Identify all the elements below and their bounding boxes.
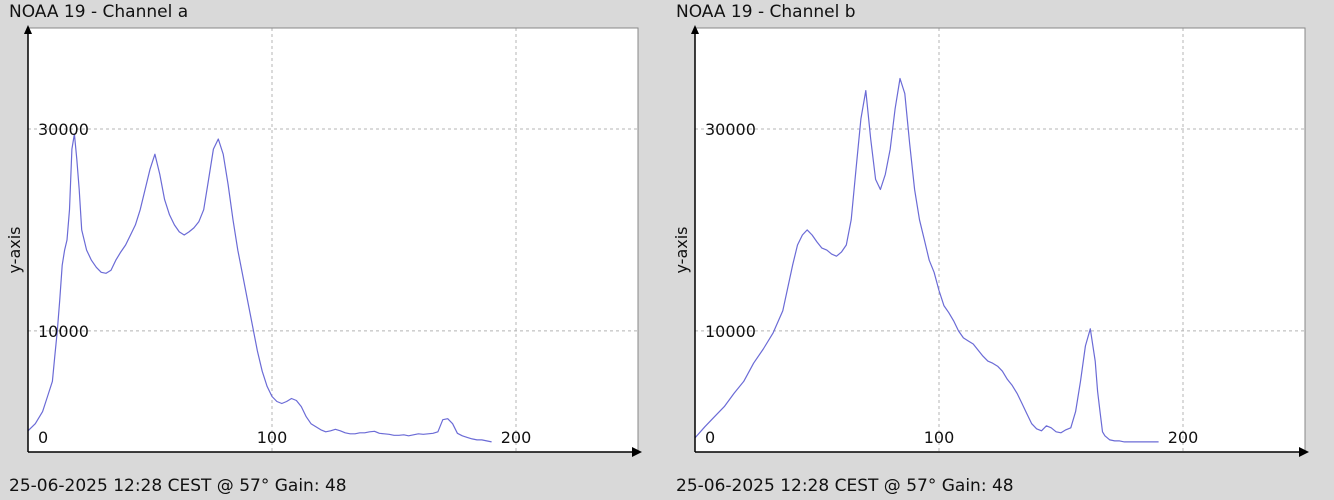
x-tick-label: 200 <box>1168 428 1199 447</box>
y-tick-label: 10000 <box>38 322 89 341</box>
y-axis-label: y-axis <box>672 226 691 273</box>
y-axis-arrow-icon <box>691 25 699 34</box>
y-axis-label: y-axis <box>5 226 24 273</box>
plot-border <box>28 27 639 452</box>
chart-svg: 0 100 200 10000 30000 y-axis <box>672 25 1309 457</box>
x-tick-label: 0 <box>38 428 48 447</box>
chart-title: NOAA 19 - Channel b <box>676 2 856 22</box>
x-tick-label: 0 <box>705 428 715 447</box>
plot-border <box>695 27 1306 452</box>
y-axis-arrow-icon <box>24 25 32 34</box>
x-tick-label: 100 <box>257 428 288 447</box>
y-tick-label: 30000 <box>38 120 89 139</box>
y-tick-label: 10000 <box>705 322 756 341</box>
x-tick-label: 200 <box>501 428 532 447</box>
chart-svg: 0 100 200 10000 30000 y-axis <box>5 25 642 457</box>
x-axis-arrow-icon <box>1299 447 1309 457</box>
series-line <box>694 77 1159 443</box>
chart-panel-a: NOAA 19 - Channel a 0 100 200 10000 30000 y-a… <box>5 2 642 496</box>
series-line <box>27 133 492 443</box>
plot-area <box>28 28 638 452</box>
chart-footer: 25-06-2025 12:28 CEST @ 57° Gain: 48 <box>9 476 347 496</box>
plot-area <box>695 28 1305 452</box>
chart-title: NOAA 19 - Channel a <box>9 2 189 22</box>
x-tick-label: 100 <box>924 428 955 447</box>
chart-footer: 25-06-2025 12:28 CEST @ 57° Gain: 48 <box>676 476 1014 496</box>
chart-panel-b: NOAA 19 - Channel b 0 100 200 10000 30000 y-a… <box>667 0 1334 500</box>
x-axis-arrow-icon <box>632 447 642 457</box>
y-tick-label: 30000 <box>705 120 756 139</box>
